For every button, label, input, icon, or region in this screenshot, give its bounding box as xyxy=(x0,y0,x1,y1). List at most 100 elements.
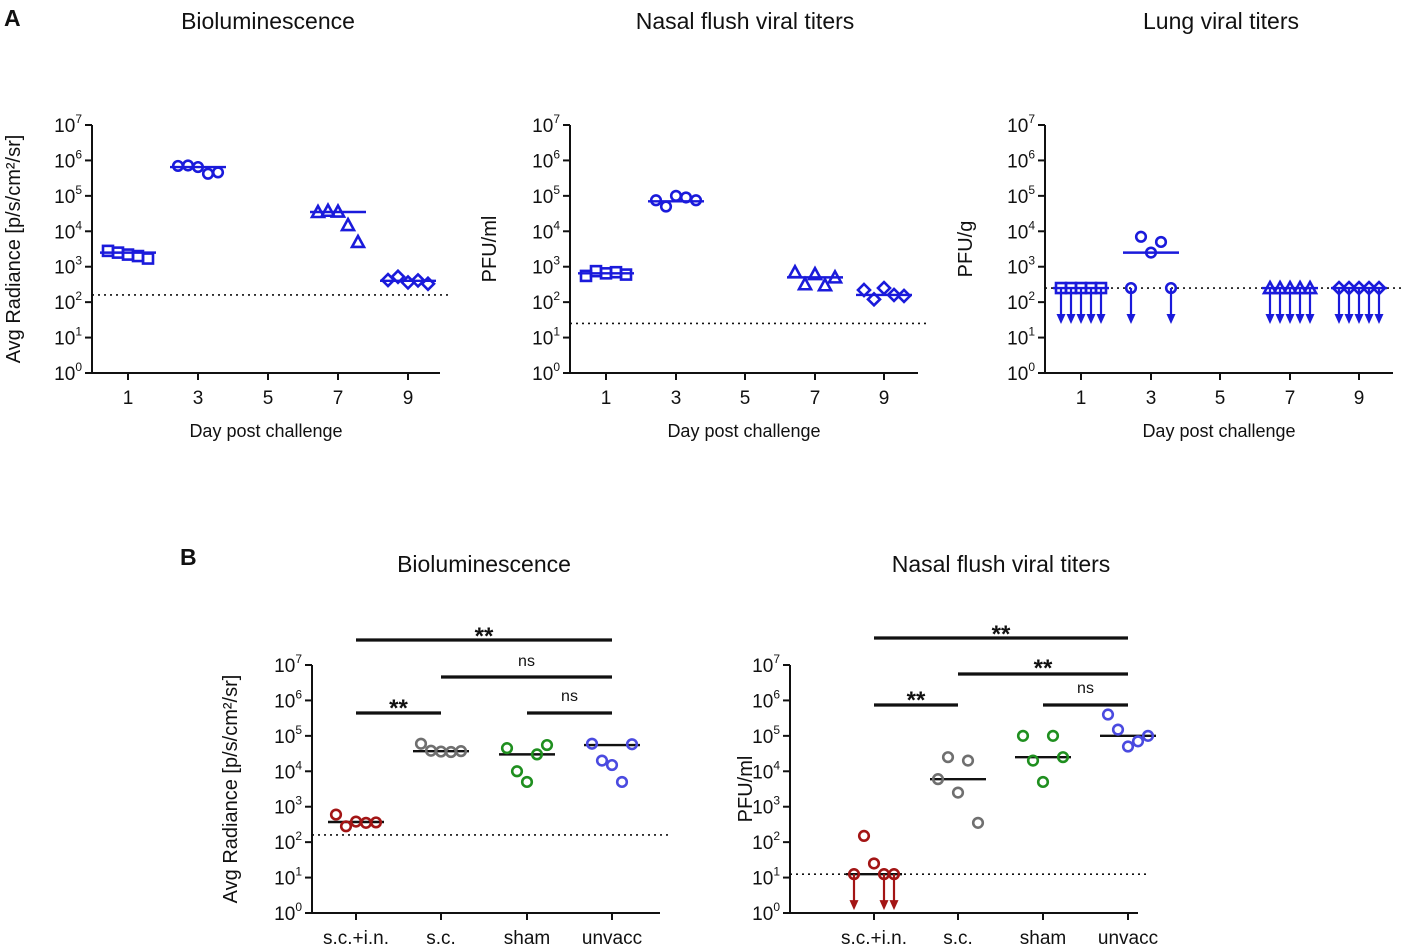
below-lod-arrow-head xyxy=(889,900,899,911)
y-tick-label: 105 xyxy=(532,183,560,208)
y-tick-label: 106 xyxy=(532,147,560,172)
below-lod-arrow-head xyxy=(1295,314,1305,325)
below-lod-arrow-head xyxy=(879,900,889,911)
comparison-label: ** xyxy=(389,695,408,722)
data-point xyxy=(867,857,881,870)
data-point xyxy=(510,765,524,778)
y-tick-label: 106 xyxy=(274,687,302,712)
y-tick-label: 103 xyxy=(274,794,302,819)
chart-2: Nasal flush viral titers 100 101 102 103 104 1… xyxy=(479,8,928,441)
y-tick-label: 100 xyxy=(752,900,780,925)
comparison-label: ns xyxy=(561,688,578,705)
y-tick-label: 106 xyxy=(752,687,780,712)
below-lod-arrow-head xyxy=(1354,314,1364,325)
y-axis-label: PFU/ml xyxy=(735,756,757,823)
data-point xyxy=(1036,775,1050,789)
y-tick-label: 103 xyxy=(532,254,560,279)
data-point xyxy=(649,194,663,207)
data-point xyxy=(410,272,426,289)
data-point xyxy=(866,291,882,308)
y-tick-label: 106 xyxy=(54,147,82,172)
data-point xyxy=(961,754,975,767)
data-point xyxy=(1016,729,1030,742)
x-tick-label: sham xyxy=(504,928,550,949)
x-tick-label: s.c. xyxy=(943,928,973,949)
data-point xyxy=(1046,729,1060,742)
comparison-label: ** xyxy=(992,621,1011,648)
y-tick-label: 105 xyxy=(274,723,302,748)
below-lod-arrow-head xyxy=(1334,314,1344,325)
data-point xyxy=(931,773,945,786)
data-point xyxy=(951,786,965,799)
y-axis-label: Avg Radiance [p/s/cm²/sr] xyxy=(220,675,242,904)
y-tick-label: 101 xyxy=(54,325,82,350)
data-point xyxy=(540,738,554,752)
chart-5: Nasal flush viral titers 100 101 102 103 104 1… xyxy=(735,551,1158,949)
panel-letter-b: B xyxy=(180,544,197,570)
data-point xyxy=(1271,279,1289,295)
data-point xyxy=(309,203,327,219)
y-tick-label: 101 xyxy=(532,325,560,350)
x-tick-label: unvacc xyxy=(582,928,642,949)
below-lod-arrow-head xyxy=(1126,314,1136,325)
below-lod-arrow-head xyxy=(1076,314,1086,325)
y-tick-label: 100 xyxy=(1007,360,1035,385)
data-point xyxy=(1261,279,1279,295)
panel-letter-a: A xyxy=(4,5,21,31)
chart-title: Bioluminescence xyxy=(397,551,571,577)
comparison-label: ** xyxy=(907,687,926,714)
y-tick-label: 103 xyxy=(1007,254,1035,279)
y-tick-label: 106 xyxy=(1007,147,1035,172)
data-point xyxy=(896,288,912,304)
data-point xyxy=(1134,230,1148,243)
y-tick-label: 102 xyxy=(1007,289,1035,314)
data-point xyxy=(806,265,824,281)
x-tick-label: 5 xyxy=(1215,388,1226,409)
data-point xyxy=(589,264,603,278)
data-point xyxy=(625,738,639,751)
data-point xyxy=(615,775,629,789)
data-point xyxy=(1094,281,1108,295)
x-tick-label: s.c.+i.n. xyxy=(323,928,389,949)
y-axis-label: PFU/ml xyxy=(479,216,501,283)
x-tick-label: 3 xyxy=(671,388,682,409)
x-tick-label: unvacc xyxy=(1098,928,1158,949)
y-tick-label: 101 xyxy=(1007,325,1035,350)
chart-4: Bioluminescence 100 101 102 103 104 105 106 107 A… xyxy=(220,551,670,949)
below-lod-arrow-head xyxy=(1265,314,1275,325)
data-point xyxy=(1371,280,1387,296)
data-point xyxy=(319,202,337,218)
x-tick-label: 5 xyxy=(740,388,751,409)
below-lod-arrow-head xyxy=(1364,314,1374,325)
y-tick-label: 102 xyxy=(274,829,302,854)
below-lod-arrow-head xyxy=(849,900,859,911)
chart-title: Lung viral titers xyxy=(1143,8,1299,34)
data-point xyxy=(329,202,347,218)
data-point xyxy=(500,742,514,755)
data-point xyxy=(886,287,902,303)
x-tick-label: 5 xyxy=(263,388,274,409)
y-tick-label: 107 xyxy=(54,112,82,137)
below-lod-arrow-head xyxy=(1275,314,1285,325)
x-tick-label: s.c. xyxy=(426,928,456,949)
below-lod-arrow-head xyxy=(1056,314,1066,325)
y-tick-label: 102 xyxy=(532,289,560,314)
plots-layer: Bioluminescence 100 101 102 103 104 105 106 107 A… xyxy=(3,8,1403,949)
x-tick-label: 1 xyxy=(123,388,134,409)
data-point xyxy=(329,808,343,821)
data-point xyxy=(857,829,871,843)
data-point xyxy=(339,216,357,232)
y-tick-label: 103 xyxy=(54,254,82,279)
y-tick-label: 104 xyxy=(752,758,780,783)
data-point xyxy=(659,200,673,213)
x-tick-label: 1 xyxy=(1076,388,1087,409)
data-point xyxy=(887,868,901,881)
y-tick-label: 100 xyxy=(274,900,302,925)
data-point xyxy=(201,167,215,180)
below-lod-arrow-head xyxy=(1166,314,1176,325)
y-tick-label: 102 xyxy=(54,289,82,314)
data-point xyxy=(595,754,609,767)
data-point xyxy=(181,159,195,172)
data-point xyxy=(605,758,619,772)
